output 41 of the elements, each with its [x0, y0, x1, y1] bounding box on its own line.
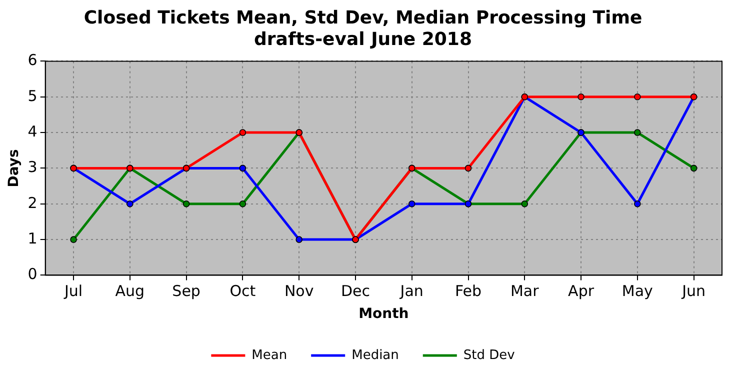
- y-tick-label: 3: [28, 158, 38, 176]
- x-tick-label: Feb: [454, 282, 482, 300]
- point: [634, 93, 641, 100]
- point: [239, 164, 246, 172]
- point: [182, 200, 190, 208]
- x-tick-label: Sep: [172, 282, 200, 300]
- x-tick-label: Jan: [399, 282, 424, 300]
- point: [239, 200, 246, 208]
- point: [239, 129, 246, 136]
- x-tick-label: May: [622, 282, 654, 300]
- x-tick-label: Aug: [115, 282, 145, 300]
- x-tick-label: Dec: [340, 282, 370, 300]
- legend-label: Median: [352, 348, 399, 363]
- x-tick-label: Nov: [284, 282, 314, 300]
- x-tick-label: Jun: [681, 282, 706, 300]
- y-tick-label: 4: [28, 122, 38, 140]
- x-tick-label: Mar: [510, 282, 540, 300]
- point: [70, 236, 77, 243]
- y-tick-label: 0: [28, 265, 38, 284]
- point: [296, 236, 302, 243]
- legend-label: Mean: [252, 348, 288, 363]
- point: [634, 200, 641, 208]
- point: [126, 200, 134, 208]
- y-tick-label: 2: [28, 194, 38, 212]
- x-tick-label: Jul: [63, 282, 83, 300]
- x-tick-label: Apr: [568, 282, 595, 300]
- x-axis-title: Month: [358, 306, 409, 322]
- y-tick-label: 5: [28, 86, 38, 105]
- y-tick-label: 1: [28, 229, 38, 248]
- chart-title: Closed Tickets Mean, Std Dev, Median Processing Time: [84, 7, 642, 28]
- chart-subtitle: drafts-eval June 2018: [254, 29, 472, 50]
- x-tick-label: Oct: [230, 282, 256, 300]
- y-axis-title: Days: [6, 149, 22, 188]
- point: [578, 93, 584, 100]
- point: [521, 200, 528, 208]
- point: [634, 129, 641, 136]
- point: [408, 200, 416, 208]
- point: [464, 164, 472, 172]
- legend-label: Std Dev: [463, 348, 516, 363]
- y-tick-label: 6: [28, 51, 38, 70]
- point: [690, 164, 698, 172]
